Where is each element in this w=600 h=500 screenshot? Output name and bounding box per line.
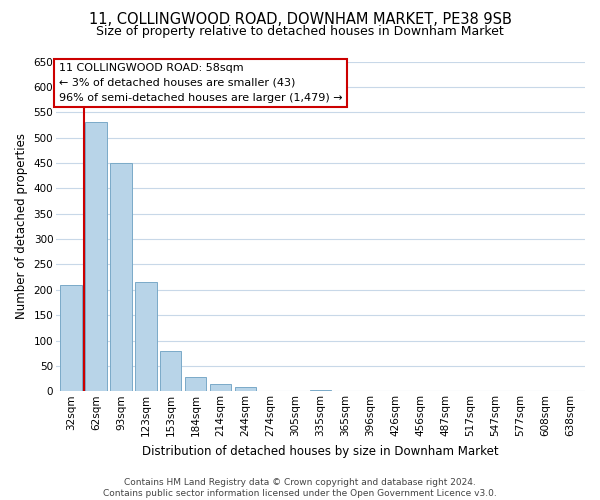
Text: Contains HM Land Registry data © Crown copyright and database right 2024.
Contai: Contains HM Land Registry data © Crown c… [103,478,497,498]
Text: 11, COLLINGWOOD ROAD, DOWNHAM MARKET, PE38 9SB: 11, COLLINGWOOD ROAD, DOWNHAM MARKET, PE… [89,12,511,28]
Bar [185,377,206,392]
Y-axis label: Number of detached properties: Number of detached properties [15,134,28,320]
Bar [110,163,131,392]
Text: Size of property relative to detached houses in Downham Market: Size of property relative to detached ho… [96,24,504,38]
Text: 11 COLLINGWOOD ROAD: 58sqm
← 3% of detached houses are smaller (43)
96% of semi-: 11 COLLINGWOOD ROAD: 58sqm ← 3% of detac… [59,63,343,102]
Bar [61,284,82,392]
Bar [210,384,232,392]
Bar [535,391,556,392]
Bar [160,350,181,392]
Bar [385,391,406,392]
Bar [235,387,256,392]
Bar [135,282,157,392]
X-axis label: Distribution of detached houses by size in Downham Market: Distribution of detached houses by size … [142,444,499,458]
Bar [310,390,331,392]
Bar [559,391,581,392]
Bar [85,122,107,392]
